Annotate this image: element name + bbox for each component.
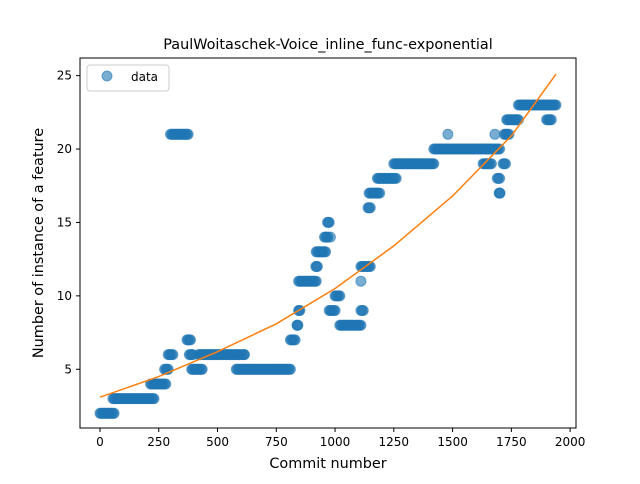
y-tick-label: 20: [57, 142, 72, 156]
data-point: [284, 363, 296, 375]
data-point: [364, 202, 376, 214]
x-tick-label: 1750: [496, 435, 527, 449]
series-data: [94, 99, 562, 419]
legend: data: [86, 64, 170, 92]
data-point: [355, 275, 367, 287]
x-axis: 0 250 500 750 1000 1250 1500 1750 2000: [96, 428, 585, 449]
data-point: [310, 275, 322, 287]
data-point: [182, 128, 194, 140]
data-point: [323, 216, 335, 228]
x-axis-label: Commit number: [269, 456, 386, 472]
data-point: [428, 158, 440, 170]
data-point: [494, 187, 506, 199]
x-tick-label: 1250: [379, 435, 410, 449]
data-point: [160, 378, 172, 390]
data-point: [545, 114, 557, 126]
data-point: [485, 158, 497, 170]
axes-frame: [79, 57, 577, 429]
data-point: [239, 349, 250, 361]
data-point: [329, 305, 341, 316]
plot-area: [94, 73, 562, 419]
x-tick-label: 750: [265, 435, 288, 449]
chart-title: PaulWoitaschek-Voice_inline_func-exponen…: [163, 37, 492, 53]
x-tick-label: 1000: [320, 435, 351, 449]
x-tick-label: 1500: [437, 435, 468, 449]
legend-label-data: data: [131, 70, 158, 84]
data-point: [108, 407, 120, 419]
data-point: [311, 261, 323, 272]
data-point: [550, 99, 562, 111]
data-point: [357, 305, 369, 316]
legend-marker-data: [101, 70, 113, 82]
data-point: [334, 290, 346, 302]
fit-line: [99, 73, 557, 398]
data-point: [355, 319, 367, 331]
data-point: [512, 114, 524, 126]
data-point: [494, 172, 506, 184]
y-tick-label: 15: [57, 215, 72, 229]
data-point: [292, 319, 304, 331]
y-tick-label: 25: [57, 69, 72, 83]
data-point: [167, 349, 179, 361]
data-point: [196, 363, 208, 375]
data-point: [374, 187, 386, 199]
data-point: [324, 231, 336, 243]
data-point: [148, 393, 160, 405]
y-tick-label: 10: [57, 289, 72, 303]
data-point: [185, 334, 196, 346]
y-axis-label: Number of instance of a feature: [31, 128, 47, 358]
data-point: [442, 128, 454, 140]
data-point: [390, 172, 402, 184]
data-point: [320, 246, 332, 258]
x-tick-label: 500: [206, 435, 229, 449]
y-axis: 5 10 15 20 25: [57, 69, 80, 376]
y-tick-label: 5: [64, 362, 72, 376]
data-point: [489, 128, 501, 140]
x-tick-label: 0: [96, 435, 104, 449]
x-tick-label: 250: [147, 435, 170, 449]
x-tick-label: 2000: [555, 435, 586, 449]
data-point: [289, 334, 301, 346]
data-point: [500, 158, 511, 170]
